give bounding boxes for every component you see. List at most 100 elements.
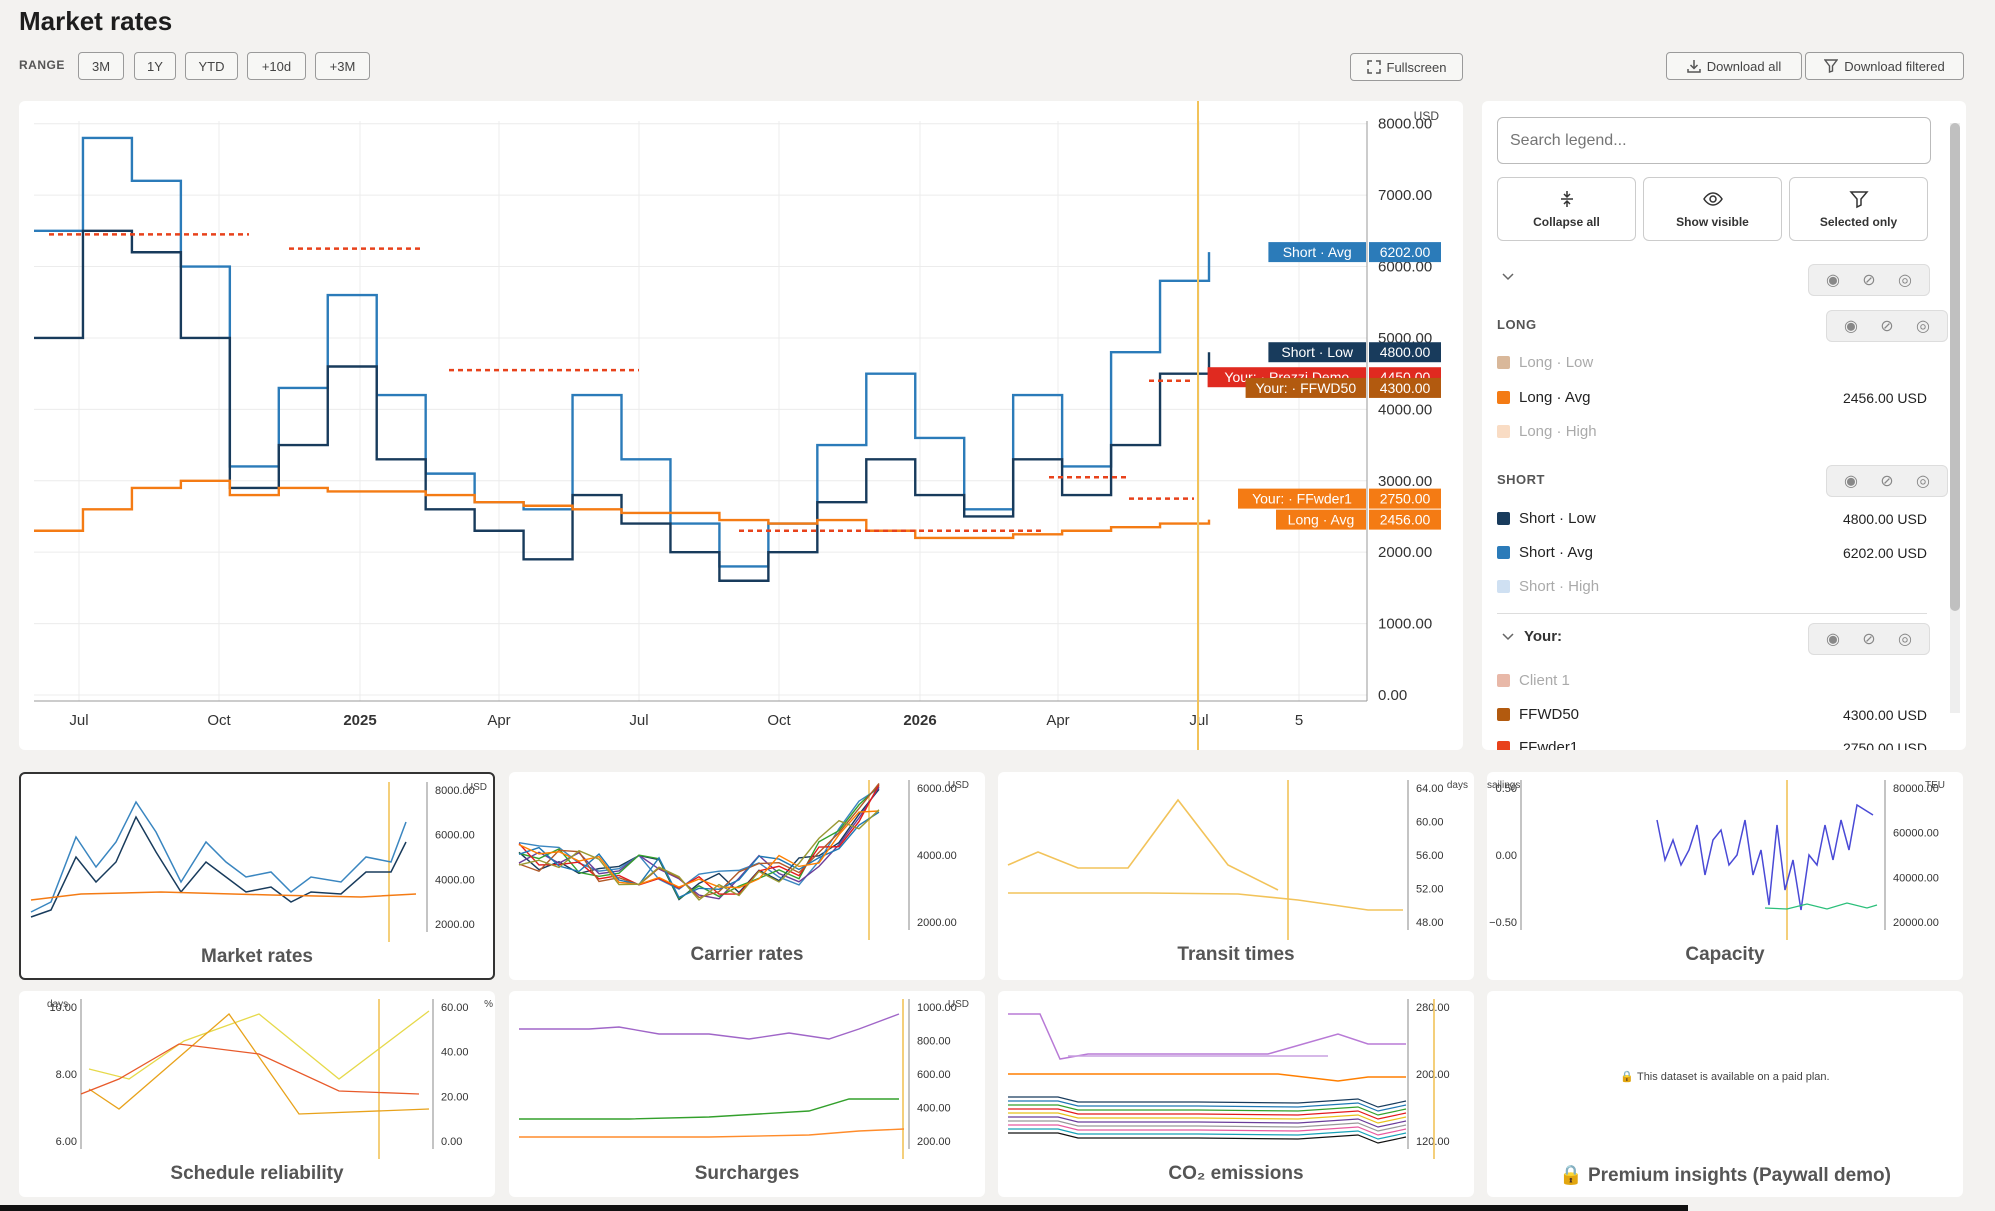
eye-off-icon[interactable]: ⊘ [1880,473,1894,490]
mini-tick-label: 200.00 [1416,1069,1450,1081]
mini-transit-times[interactable]: 64.00 60.00 56.00 52.00 48.00 days Transit ti… [998,772,1474,980]
legend-item[interactable]: Short · Avg 6202.00 USD [1497,544,1927,561]
mini-tick-label: 52.00 [1416,884,1444,896]
fullscreen-label: Fullscreen [1386,59,1447,75]
mini-unit-label: TEU [1925,780,1945,791]
mini-tick-label: 0.00 [1496,850,1517,862]
download-filtered-button[interactable]: Download filtered [1805,52,1964,80]
download-all-label: Download all [1706,58,1782,74]
legend-scrollbar[interactable] [1950,123,1960,713]
eye-icon[interactable]: ◉ [1826,631,1840,648]
group-visibility-controls: ◉ ⊘ ◎ [1808,264,1930,296]
chevron-down-icon[interactable] [1502,631,1514,643]
scroll-thumb[interactable] [1950,123,1960,611]
divider [1497,613,1927,614]
bottom-scrollbar[interactable] [0,1205,1688,1211]
mini-tick-label: 200.00 [917,1136,951,1148]
target-icon[interactable]: ◎ [1916,473,1930,490]
mini-caption: Transit times [1177,944,1295,965]
target-icon[interactable]: ◎ [1898,631,1912,648]
mini-tick-label: 120.00 [1416,1136,1450,1148]
mini-market-rates[interactable]: 8000.00 6000.00 4000.00 2000.00 USD Market r… [19,772,495,980]
legend-item[interactable]: Client 1 [1497,672,1927,689]
price-tag: Your: · FFwder1 2750.00 [1238,488,1441,509]
price-tag-label-bg [1238,488,1366,509]
mini-premium-insights[interactable]: 🔒 This dataset is available on a paid pl… [1487,991,1963,1197]
y-unit-label: USD [1414,109,1440,123]
eye-off-icon[interactable]: ⊘ [1880,318,1894,335]
legend-panel: Collapse all Show visible Selected only … [1482,101,1966,750]
selected-only-button[interactable]: Selected only [1789,177,1928,241]
legend-item[interactable]: Short · Low 4800.00 USD [1497,510,1927,527]
main-chart-card: JulOct2025AprJulOct2026AprJul58000.00700… [19,101,1463,750]
target-icon[interactable]: ◎ [1898,272,1912,289]
mini-schedule-reliability[interactable]: 10.00 8.00 6.00 days 60.00 40.00 20.00 0.00% Sc… [19,991,495,1197]
eye-icon[interactable]: ◉ [1844,318,1858,335]
y-tick-label: 6000.00 [1378,259,1432,276]
range-plus10d-button[interactable]: +10d [247,52,306,80]
mini-tick-label: 8.00 [56,1069,77,1081]
mini-series-line [518,811,880,899]
swatch [1497,425,1510,438]
target-icon[interactable]: ◎ [1916,318,1930,335]
legend-item[interactable]: Short · High [1497,578,1927,595]
mini-caption: Carrier rates [690,944,804,965]
mini-tick-label: 0.00 [441,1136,462,1148]
group-label-your: Your: [1524,628,1563,645]
price-tag-label-bg [1276,509,1366,530]
fullscreen-button[interactable]: Fullscreen [1350,53,1463,81]
x-tick-label: Jul [629,712,648,729]
legend-item[interactable]: Long · High [1497,423,1927,440]
mini-unit-label: % [484,999,493,1010]
price-tag-name: Your: · FFWD50 [1255,380,1356,396]
chevron-down-icon[interactable] [1502,271,1514,283]
mini-tick-label: 40000.00 [1893,872,1939,884]
mini-series-line [1008,1108,1407,1120]
mini-carrier-rates[interactable]: 6000.00 4000.00 2000.00 USD Carrier rates [509,772,985,980]
collapse-all-button[interactable]: Collapse all [1497,177,1636,241]
mini-series-line [80,1043,420,1095]
mini-series-line [30,800,407,913]
mini-unit-label: sailings [1487,780,1520,791]
eye-off-icon[interactable]: ⊘ [1862,272,1876,289]
mini-capacity[interactable]: 0.50 0.00 −0.50 sailings 80000.00 60000.00 400… [1487,772,1963,980]
legend-item[interactable]: FFwder1 2750.00 USD [1497,739,1927,750]
price-tag-value-bg [1369,488,1441,509]
range-1y-button[interactable]: 1Y [134,52,176,80]
eye-off-icon[interactable]: ⊘ [1862,631,1876,648]
range-3m-button[interactable]: 3M [78,52,124,80]
legend-item[interactable]: FFWD50 4300.00 USD [1497,706,1927,723]
filter-icon [1848,191,1869,209]
mini-tick-label: 6000.00 [917,783,957,795]
eye-icon[interactable]: ◉ [1826,272,1840,289]
download-all-button[interactable]: Download all [1666,52,1802,80]
mini-series-line [1008,892,1403,911]
legend-search-input[interactable] [1497,117,1931,164]
y-tick-label: 2000.00 [1378,544,1432,561]
main-chart[interactable]: JulOct2025AprJulOct2026AprJul58000.00700… [19,101,1463,750]
mini-series-line [519,1098,899,1120]
filter-icon [1824,59,1839,73]
mini-unit-label: USD [948,780,969,791]
mini-series-line [518,810,880,889]
mini-tick-label: 10.00 [49,1002,77,1014]
show-visible-button[interactable]: Show visible [1643,177,1782,241]
mini-series-line [1008,1116,1407,1128]
mini-chart-carrier-rates: 6000.00 4000.00 2000.00 USD [518,780,969,940]
legend-item[interactable]: Long · Low [1497,354,1927,371]
swatch [1497,356,1510,369]
legend-item[interactable]: Long · Avg 2456.00 USD [1497,389,1927,406]
download-filtered-label: Download filtered [1844,58,1945,74]
series-long-avg [34,479,1211,540]
mini-series-line [1008,1124,1407,1136]
range-ytd-button[interactable]: YTD [185,52,238,80]
mini-chart-market-rates: 8000.00 6000.00 4000.00 2000.00 USD [30,782,487,942]
y-tick-label: 4000.00 [1378,401,1432,418]
mini-tick-label: 800.00 [917,1036,951,1048]
price-tag-value: 4300.00 [1380,380,1431,396]
range-plus3m-button[interactable]: +3M [315,52,370,80]
mini-surcharges[interactable]: 1000.00 800.00 600.00 400.00 200.00 USD Surch… [509,991,985,1197]
eye-icon[interactable]: ◉ [1844,473,1858,490]
mini-co2-emissions[interactable]: 280.00 200.00 120.00 CO₂ emissions [998,991,1474,1197]
mini-series-line [1008,1132,1407,1144]
